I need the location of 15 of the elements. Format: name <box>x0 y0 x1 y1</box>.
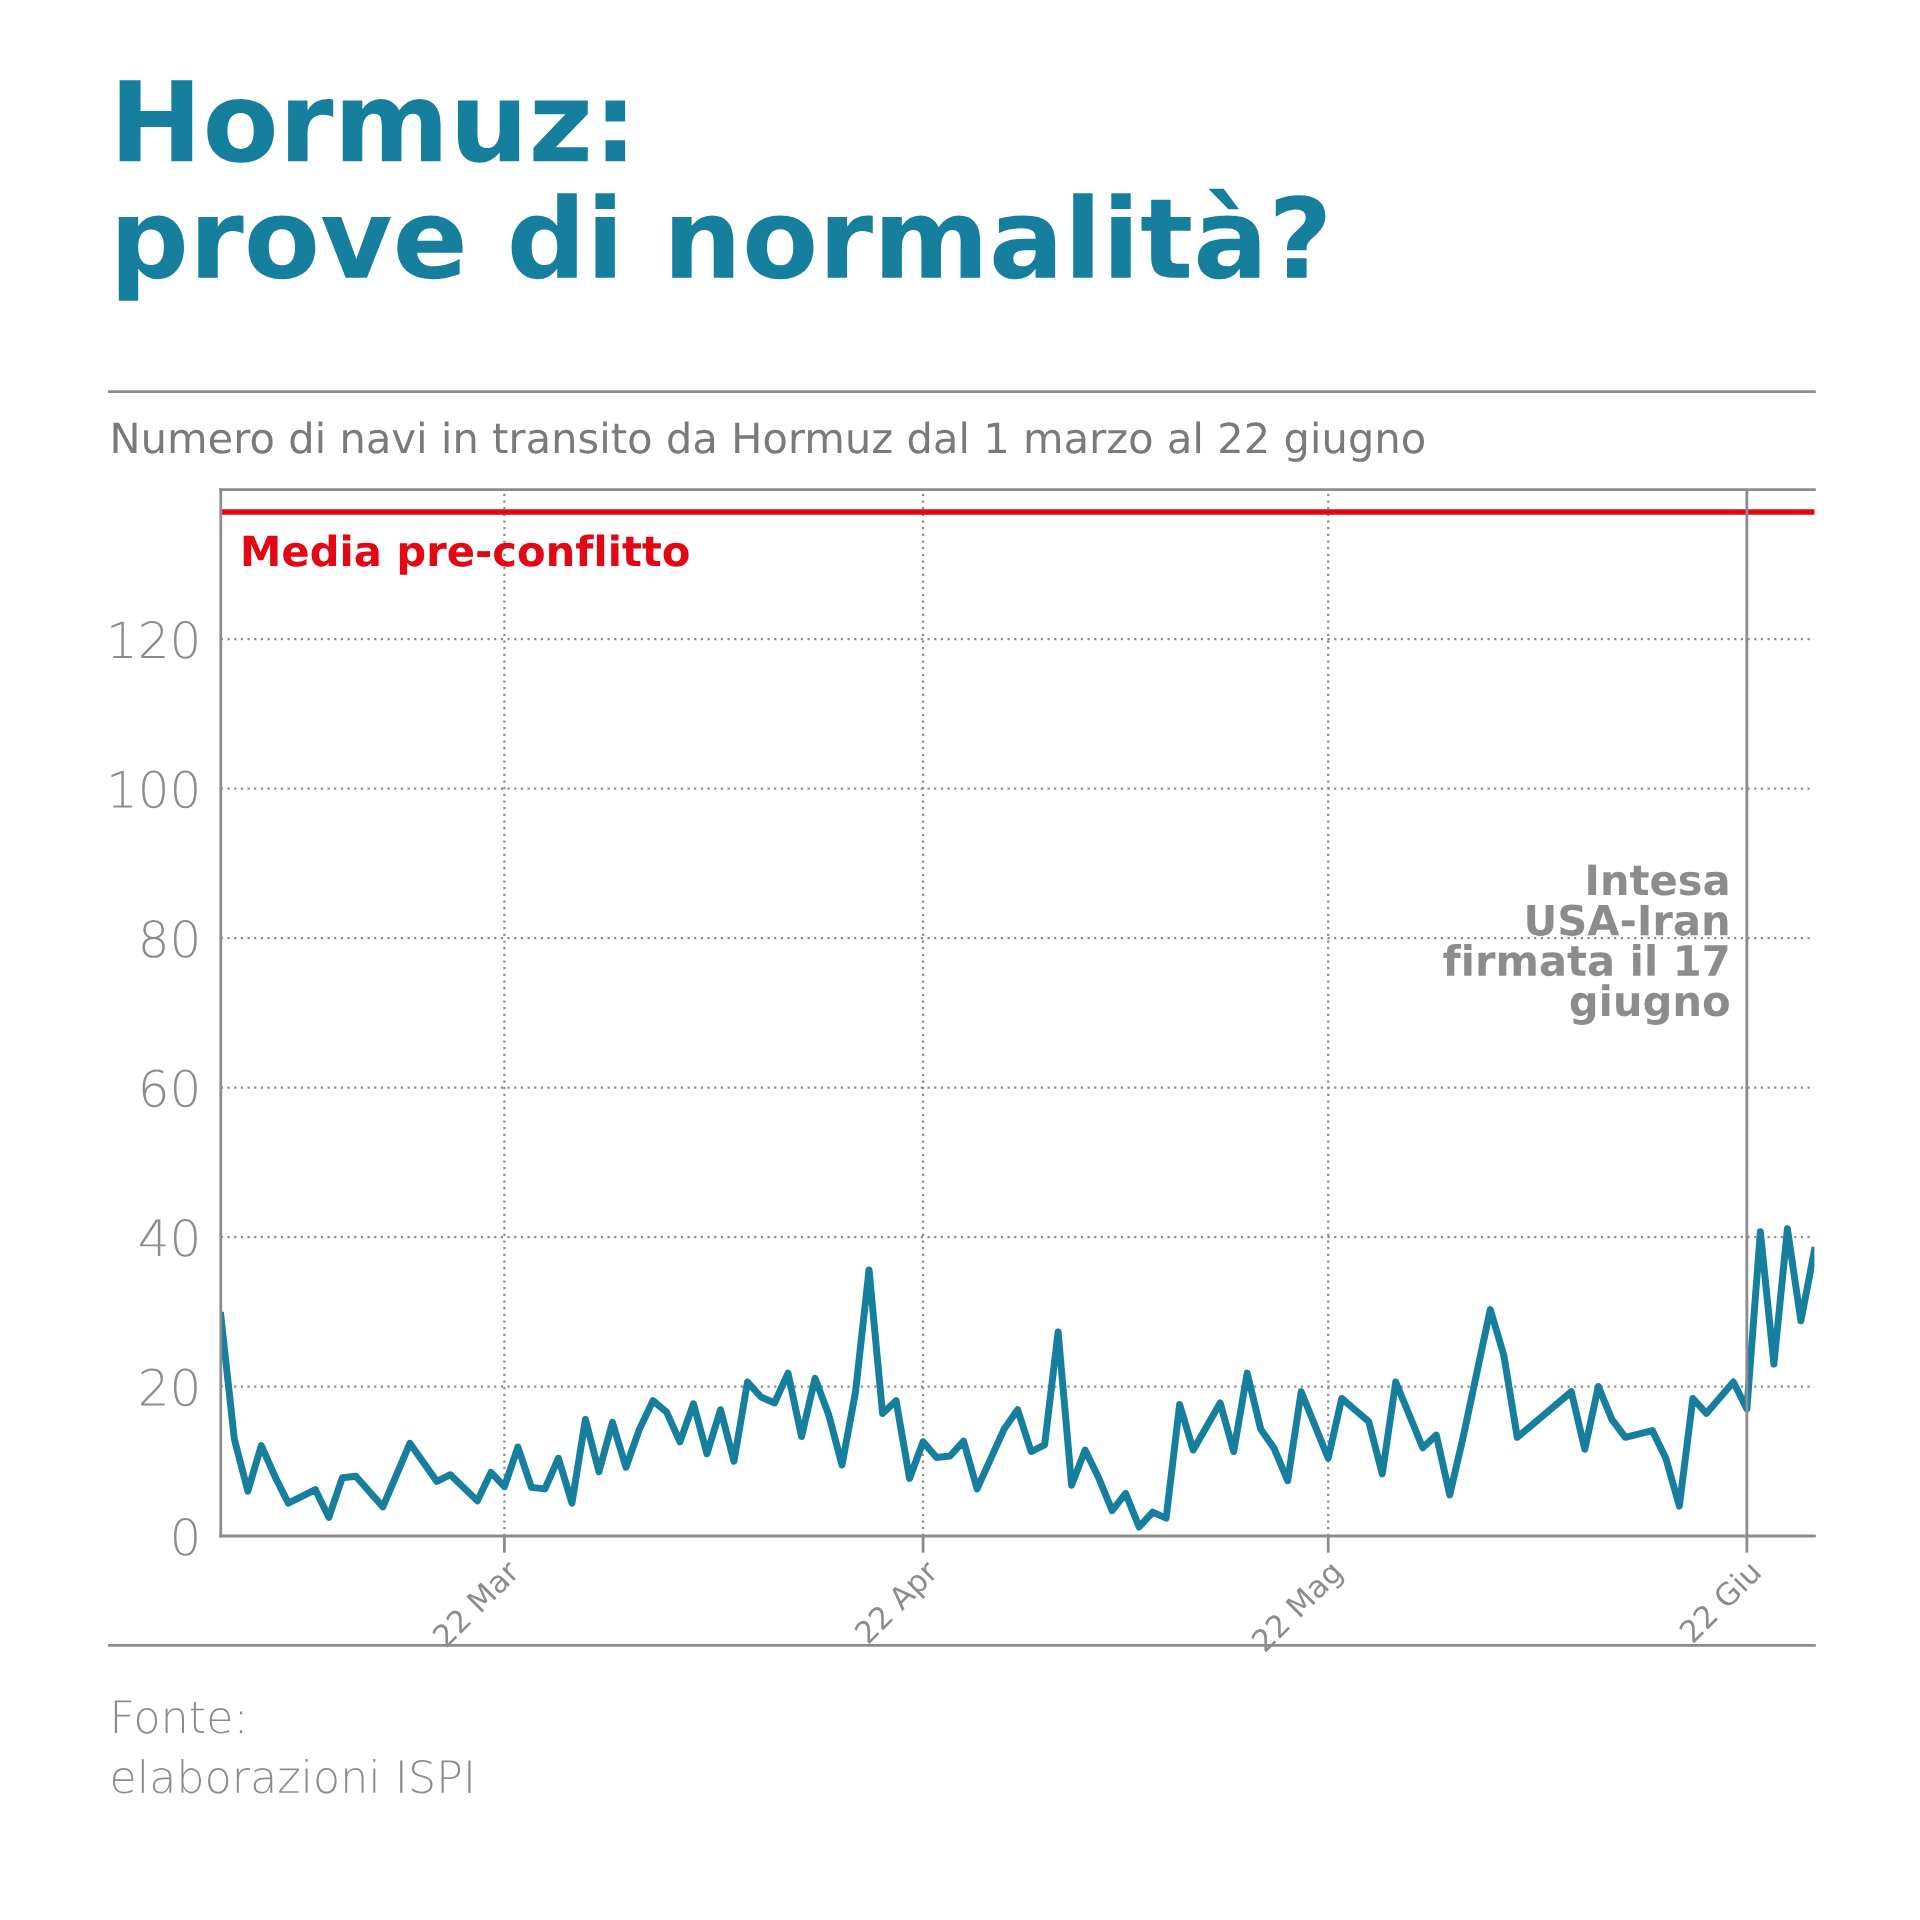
y-tick-label: 120 <box>111 620 197 659</box>
chart-subtitle: Numero di navi in transito da Hormuz dal 1 marzo al 22 giugno <box>113 421 1424 462</box>
x-tick-label: 22 Giu <box>1677 1559 1762 1644</box>
y-tick-label: 100 <box>111 770 197 809</box>
chart-title: Hormuz: prove di normalità? <box>118 80 1326 301</box>
ref-line-label: Intesa USA-Iran firmata il 17 giugno <box>1443 864 1729 1025</box>
source-note: Fonte: elaborazioni ISPI <box>112 1700 471 1794</box>
y-tick-label: 20 <box>141 1368 197 1407</box>
y-tick-label: 80 <box>142 919 197 958</box>
y-tick-label: 60 <box>142 1069 197 1108</box>
y-tick-label: 40 <box>140 1218 197 1257</box>
x-tick-label: 22 Apr <box>853 1557 944 1649</box>
y-tick-label: 0 <box>174 1517 197 1556</box>
x-tick-label: 22 Mar <box>431 1557 522 1648</box>
ref-line-label: Media pre-conflitto <box>243 534 689 575</box>
